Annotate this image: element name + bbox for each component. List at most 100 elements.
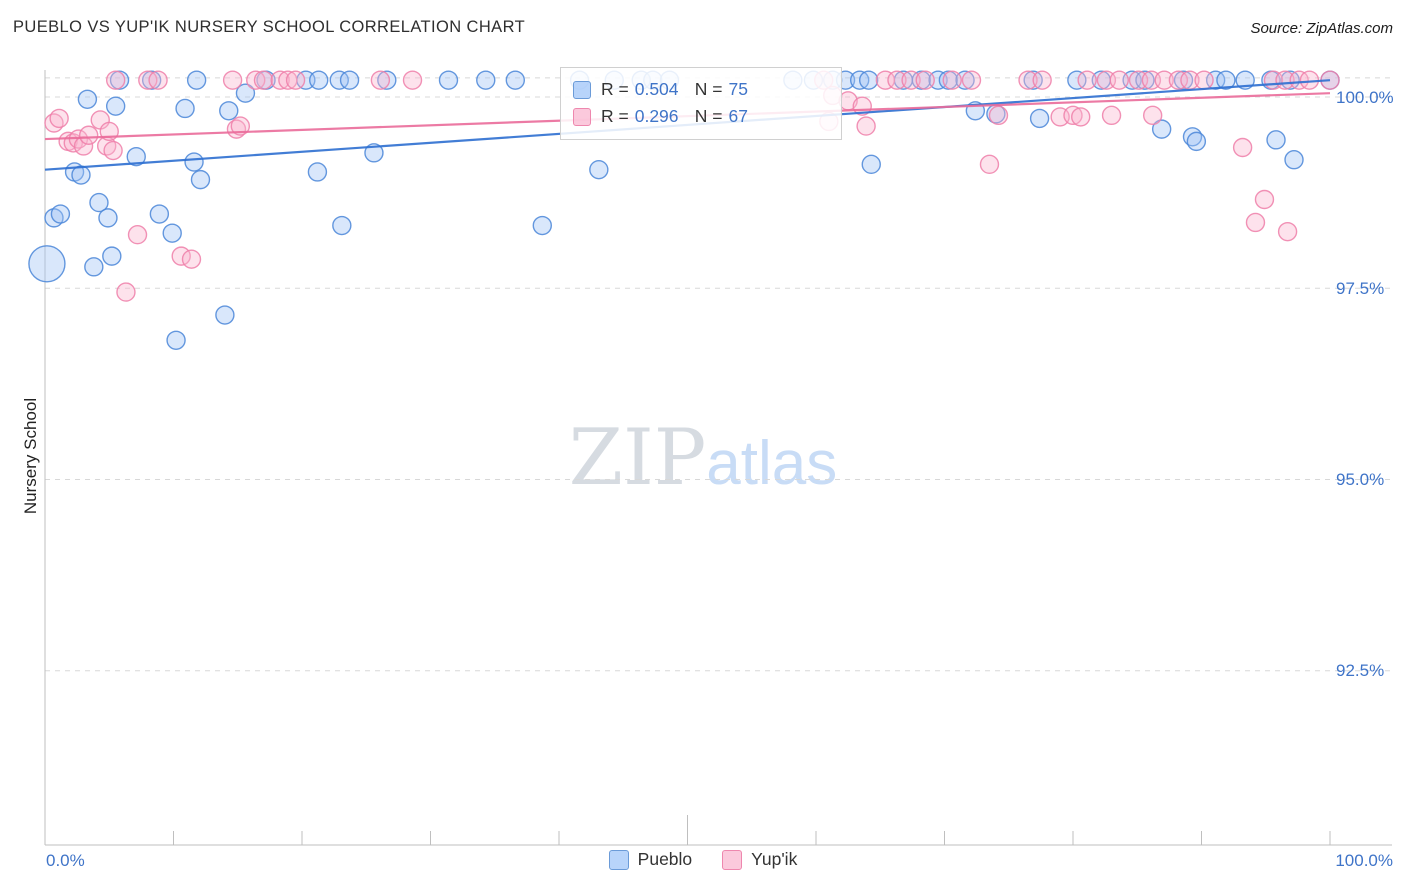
yupik-point — [138, 70, 158, 90]
yupik-point — [942, 70, 962, 90]
pueblo-point — [219, 101, 239, 121]
pueblo-point — [307, 162, 328, 182]
pueblo-point — [1284, 150, 1304, 170]
yupik-point — [1101, 105, 1122, 126]
n-label: N = — [694, 79, 723, 99]
yupik-point — [285, 70, 306, 90]
pueblo-point — [184, 152, 204, 172]
yupik-point — [127, 224, 148, 245]
pueblo-point — [1067, 70, 1087, 90]
pueblo-point — [50, 204, 71, 224]
pueblo-point — [1135, 70, 1155, 90]
pueblo-point — [84, 257, 104, 277]
pueblo-point — [476, 70, 496, 90]
pueblo-point — [102, 246, 122, 266]
source-attribution: Source: ZipAtlas.com — [1250, 20, 1393, 37]
y-tick-100: 100.0% — [1336, 88, 1394, 107]
r-value-yupik: 0.296 — [634, 106, 679, 126]
pueblo-point — [1151, 119, 1172, 139]
n-value-pueblo: 75 — [728, 79, 748, 99]
pueblo-point — [589, 159, 609, 180]
yupik-point — [1018, 70, 1038, 90]
yupik-point — [1232, 137, 1253, 158]
legend-row-pueblo: R = 0.504 N = 75 — [573, 76, 829, 103]
pueblo-point — [858, 70, 879, 90]
pueblo-point — [1186, 131, 1207, 152]
pueblo-point — [309, 70, 329, 90]
pueblo-point — [377, 70, 397, 90]
legend-row-yupik: R = 0.296 N = 67 — [573, 103, 829, 130]
yupik-point — [1194, 70, 1214, 90]
yupik-point — [181, 249, 202, 269]
pueblo-point — [126, 146, 146, 167]
pueblo-point — [71, 165, 91, 185]
pueblo-swatch-icon — [573, 80, 591, 99]
pueblo-point — [149, 204, 170, 224]
series-legend: Pueblo Yup'ik — [0, 849, 1406, 870]
yupik-swatch-icon — [573, 107, 591, 126]
yupik-point — [1245, 212, 1266, 233]
watermark-atlas-text: atlas — [706, 429, 838, 498]
r-label: R = — [601, 79, 629, 99]
yupik-point — [856, 116, 876, 136]
correlation-legend: R = 0.504 N = 75 R = 0.296 N = 67 — [560, 67, 842, 140]
zipatlas-watermark: ZIPatlas — [569, 413, 837, 503]
r-label: R = — [601, 106, 629, 126]
yupik-point — [278, 70, 298, 90]
yupik-point — [901, 70, 921, 90]
pueblo-point — [1173, 70, 1194, 90]
yupik-point — [961, 70, 982, 90]
r-value-pueblo: 0.504 — [634, 79, 679, 99]
yupik-point — [1063, 105, 1083, 126]
pueblo-point — [77, 89, 98, 109]
pueblo-point — [186, 70, 207, 90]
yupik-point — [246, 70, 266, 90]
pueblo-point — [1266, 130, 1286, 150]
n-label: N = — [694, 106, 723, 126]
yupik-point — [1154, 70, 1174, 90]
yupik-point — [222, 70, 243, 90]
pueblo-swatch-icon — [608, 849, 629, 870]
yupik-point — [253, 70, 274, 90]
pueblo-point — [162, 223, 182, 243]
yupik-point — [270, 70, 290, 90]
y-axis-label: Nursery School — [21, 397, 40, 515]
legend-label-yupik: Yup'ik — [751, 849, 798, 869]
yupik-point — [1289, 70, 1309, 90]
legend-label-pueblo: Pueblo — [637, 849, 693, 869]
pueblo-point — [339, 70, 360, 90]
yupik-point — [1071, 107, 1091, 127]
pueblo-point — [215, 305, 235, 325]
watermark-zip-text: ZIP — [568, 413, 707, 503]
yupik-point — [1142, 105, 1163, 126]
yupik-point — [1109, 70, 1129, 90]
pueblo-point — [98, 208, 118, 228]
yupik-point — [370, 70, 391, 90]
n-value-yupik: 67 — [728, 106, 748, 126]
yupik-point — [49, 108, 69, 129]
yupik-point — [1254, 189, 1275, 210]
pueblo-point — [861, 154, 881, 175]
yupik-point — [1077, 70, 1097, 90]
legend-item-pueblo: Pueblo — [608, 849, 693, 870]
pueblo-point — [364, 143, 384, 163]
yupik-point — [979, 154, 1000, 175]
yupik-point — [230, 116, 251, 136]
yupik-point — [116, 282, 136, 302]
pueblo-point — [329, 70, 349, 90]
x-tick-max: 100.0% — [1335, 851, 1393, 870]
pueblo-point — [89, 192, 109, 213]
yupik-point — [105, 70, 126, 90]
yupik-point — [915, 70, 935, 90]
pueblo-point — [505, 70, 526, 90]
yupik-point — [1277, 221, 1298, 242]
pueblo-point — [1029, 108, 1050, 129]
pueblo-point — [532, 215, 552, 236]
y-tick-95: 95.0% — [1336, 470, 1385, 489]
y-tick-92-5: 92.5% — [1336, 661, 1385, 680]
y-tick-97-5: 97.5% — [1336, 279, 1385, 298]
page-title: PUEBLO VS YUP'IK NURSERY SCHOOL CORRELAT… — [13, 18, 526, 36]
x-tick-min: 0.0% — [46, 851, 85, 870]
